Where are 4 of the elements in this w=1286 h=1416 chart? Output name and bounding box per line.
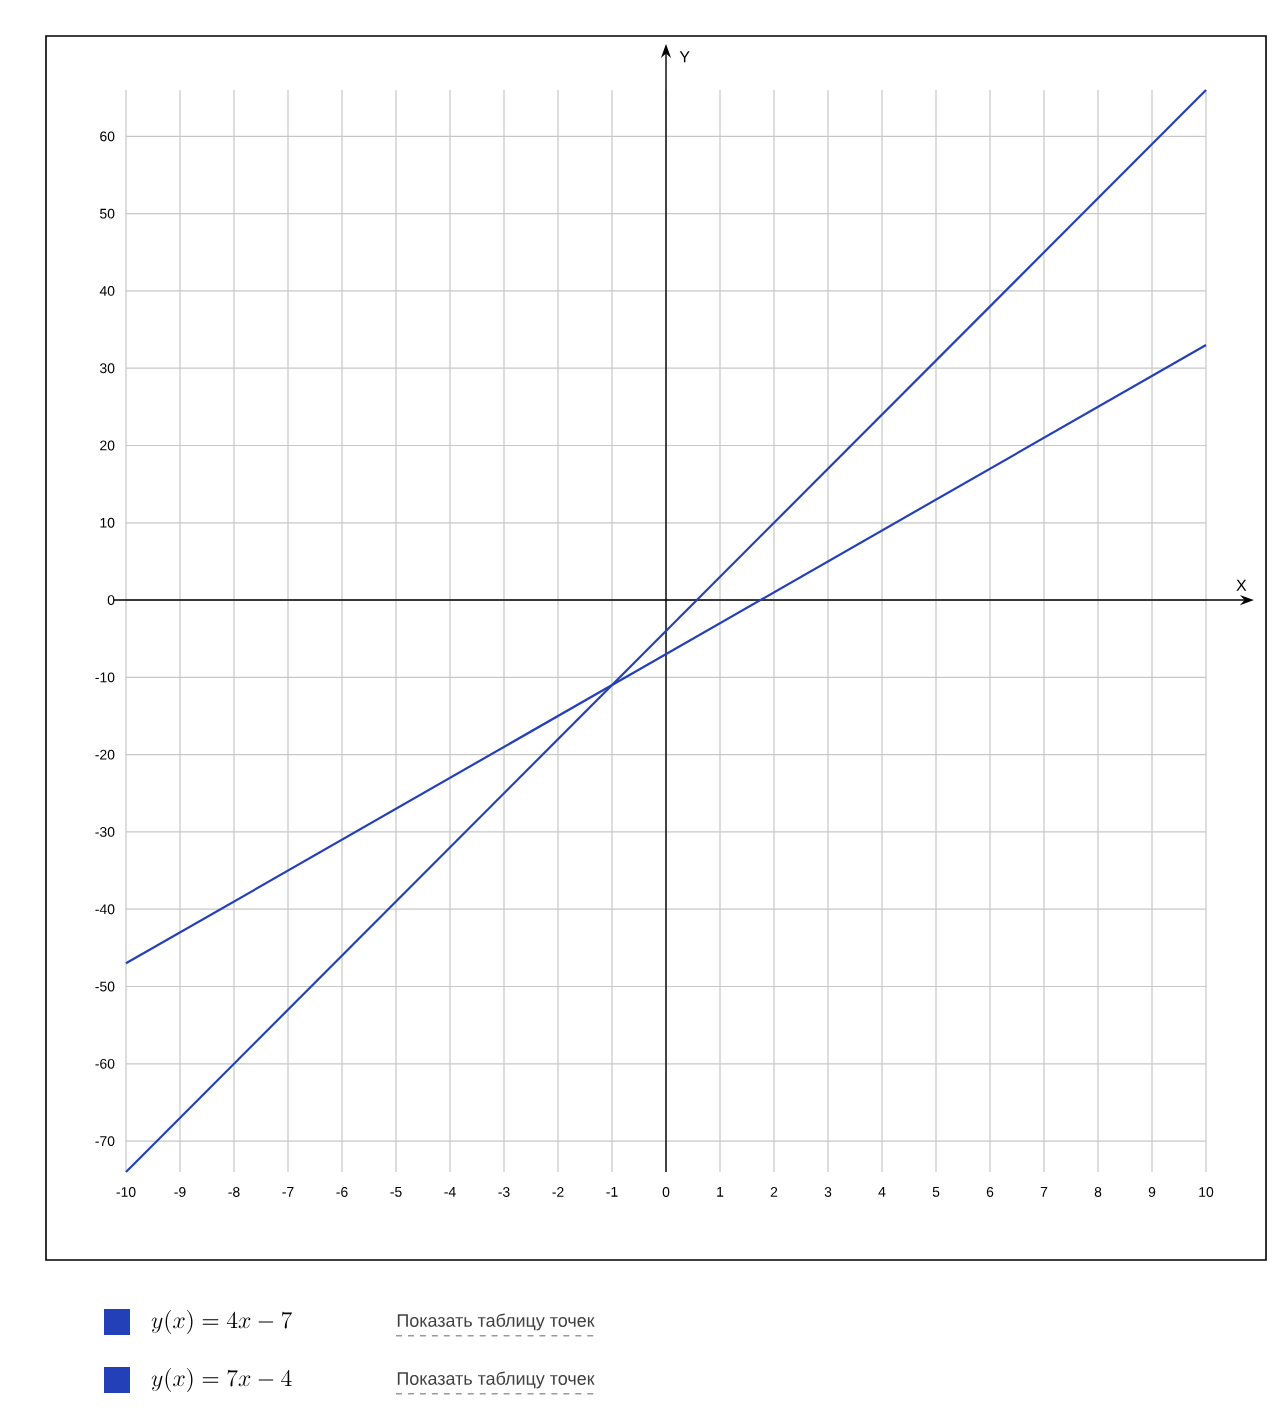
legend-label: $y(x) = 4x - 7$: [151, 1310, 292, 1334]
text: Показать таблицу точек: [397, 1371, 595, 1389]
legend-label: $y(x) = 7x - 4$: [151, 1368, 292, 1392]
text: Показать таблицу точек: [397, 1313, 595, 1331]
